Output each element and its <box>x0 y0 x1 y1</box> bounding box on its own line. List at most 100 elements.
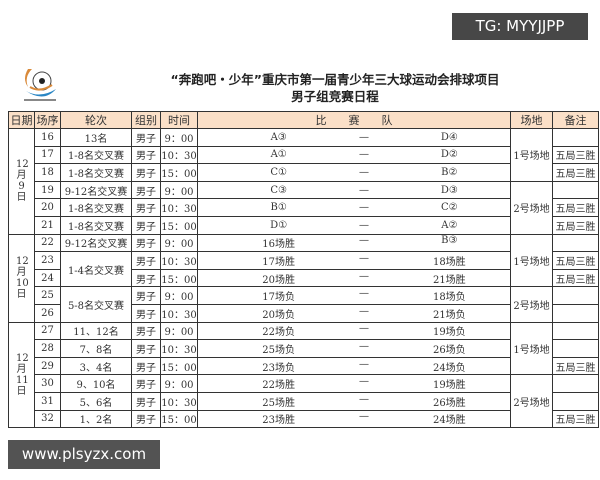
round: 1-8名交叉赛 <box>60 215 132 235</box>
group: 男子 <box>131 303 161 323</box>
teams-cell: 17场负 — 18场负 <box>197 286 511 305</box>
venue: 1号场地 <box>510 233 553 288</box>
home-team: 25场负 <box>262 344 296 356</box>
round: 1-4名交叉赛 <box>60 251 132 288</box>
match-no: 28 <box>34 339 61 358</box>
teams-cell: D① — A② <box>197 215 511 235</box>
group: 男子 <box>131 215 161 235</box>
event-logo <box>24 69 56 101</box>
venue: 1号场地 <box>510 128 553 182</box>
time: 9：00 <box>160 321 198 341</box>
home-team: B① <box>270 202 287 214</box>
vs-dash: — <box>358 235 369 247</box>
header-date: 日期 <box>8 111 35 129</box>
teams-cell: 25场胜 — 26场胜 <box>197 391 511 411</box>
note <box>552 128 599 147</box>
note: 五局三胜 <box>552 145 599 165</box>
vs-dash: — <box>358 393 369 405</box>
note: 五局三胜 <box>552 163 599 182</box>
group: 男子 <box>131 145 161 165</box>
group: 男子 <box>131 356 161 376</box>
table-row: 12月10日 22 9-12名交叉赛 男子 9：00 16场胜 — B③ 1号场地 <box>8 233 599 323</box>
teams-cell: 20场负 — 21场负 <box>197 303 511 323</box>
group: 男子 <box>131 339 161 358</box>
away-team: 18场负 <box>432 292 466 304</box>
match-no: 27 <box>34 321 61 341</box>
round: 1-8名交叉赛 <box>60 198 132 217</box>
date-cell: 12月10日 <box>8 233 35 323</box>
time: 10：30 <box>160 391 198 411</box>
round: 5、6名 <box>60 391 132 411</box>
vs-dash: — <box>358 252 369 264</box>
away-team: 24场负 <box>432 362 466 374</box>
round: 1-8名交叉赛 <box>60 163 132 182</box>
note <box>552 180 599 200</box>
match-no: 16 <box>34 128 61 147</box>
away-team: 19场负 <box>432 327 466 339</box>
home-team: C① <box>270 166 287 178</box>
time: 15：00 <box>160 163 198 182</box>
note <box>552 321 599 341</box>
round: 9-12名交叉赛 <box>60 180 132 200</box>
away-team: 21场负 <box>432 309 466 321</box>
note <box>552 339 599 358</box>
note: 五局三胜 <box>552 409 599 429</box>
header-round: 轮次 <box>60 111 132 129</box>
away-team: B③ <box>441 235 458 247</box>
table-row: 12月11日 27 11、12名 男子 9：00 22场负 —19场负 1号场地 <box>8 321 599 429</box>
time: 15：00 <box>160 409 198 429</box>
group: 男子 <box>131 163 161 182</box>
group: 男子 <box>131 391 161 411</box>
note <box>552 374 599 393</box>
round: 3、4名 <box>60 356 132 376</box>
time: 9：00 <box>160 374 198 393</box>
group: 男子 <box>131 198 161 217</box>
home-team: 25场胜 <box>262 397 296 409</box>
round: 13名 <box>60 128 132 147</box>
header-match-no: 场序 <box>34 111 61 129</box>
home-team: 23场负 <box>262 362 296 374</box>
match-no: 31 <box>34 391 61 411</box>
note: 五局三胜 <box>552 251 599 270</box>
header-note: 备注 <box>552 111 599 129</box>
away-team: D③ <box>440 184 458 196</box>
time: 10：30 <box>160 339 198 358</box>
teams-cell: 23场负 — 24场负 <box>197 356 511 376</box>
match-no: 19 <box>34 180 61 200</box>
home-team: C③ <box>270 184 287 196</box>
group: 男子 <box>131 268 161 288</box>
vs-dash: — <box>358 131 369 143</box>
schedule-table: 日期 场序 轮次 组别 时间 比 赛 队 场地 备注 12月9日 16 13名 男子 9… <box>8 111 599 429</box>
time: 10：30 <box>160 198 198 217</box>
group: 男子 <box>131 409 161 429</box>
vs-dash: — <box>358 184 369 196</box>
vs-dash: — <box>358 219 369 231</box>
home-team: A③ <box>270 131 287 143</box>
note: 五局三胜 <box>552 215 599 235</box>
home-team: 20场负 <box>262 309 296 321</box>
home-team: D① <box>270 219 288 231</box>
home-team: 22场胜 <box>262 380 296 392</box>
match-no: 20 <box>34 198 61 217</box>
vs-dash: — <box>358 411 369 423</box>
time: 10：30 <box>160 251 198 270</box>
time: 15：00 <box>160 215 198 235</box>
table-row: 31 5、6名 男子 10：30 25场胜 — 26场胜 <box>9 391 599 411</box>
teams-cell: 25场负 — 26场负 <box>197 339 511 358</box>
watermark-top: TG: MYYJJPP <box>452 13 588 40</box>
match-no: 22 <box>34 233 61 253</box>
time: 15：00 <box>160 356 198 376</box>
teams-cell: 22场负 — 19场负 <box>197 321 511 341</box>
table-row: 25 5-8名交叉赛 男子 9：00 17场负 — 18场负 2号场地 <box>9 286 599 323</box>
teams-cell: 22场胜 — 19场胜 <box>197 374 511 393</box>
away-team: 19场胜 <box>432 380 466 392</box>
round: 7、8名 <box>60 339 132 358</box>
group: 男子 <box>131 251 161 270</box>
header-venue: 场地 <box>510 111 553 129</box>
table-row: 29 3、4名 男子 15：00 23场负 — 24场负 五局三胜 <box>9 356 599 376</box>
time: 9：00 <box>160 286 198 305</box>
header-teams: 比 赛 队 <box>197 111 511 129</box>
match-no: 30 <box>34 374 61 393</box>
away-team: A② <box>441 219 458 231</box>
teams-cell: C③ — D③ <box>197 180 511 200</box>
